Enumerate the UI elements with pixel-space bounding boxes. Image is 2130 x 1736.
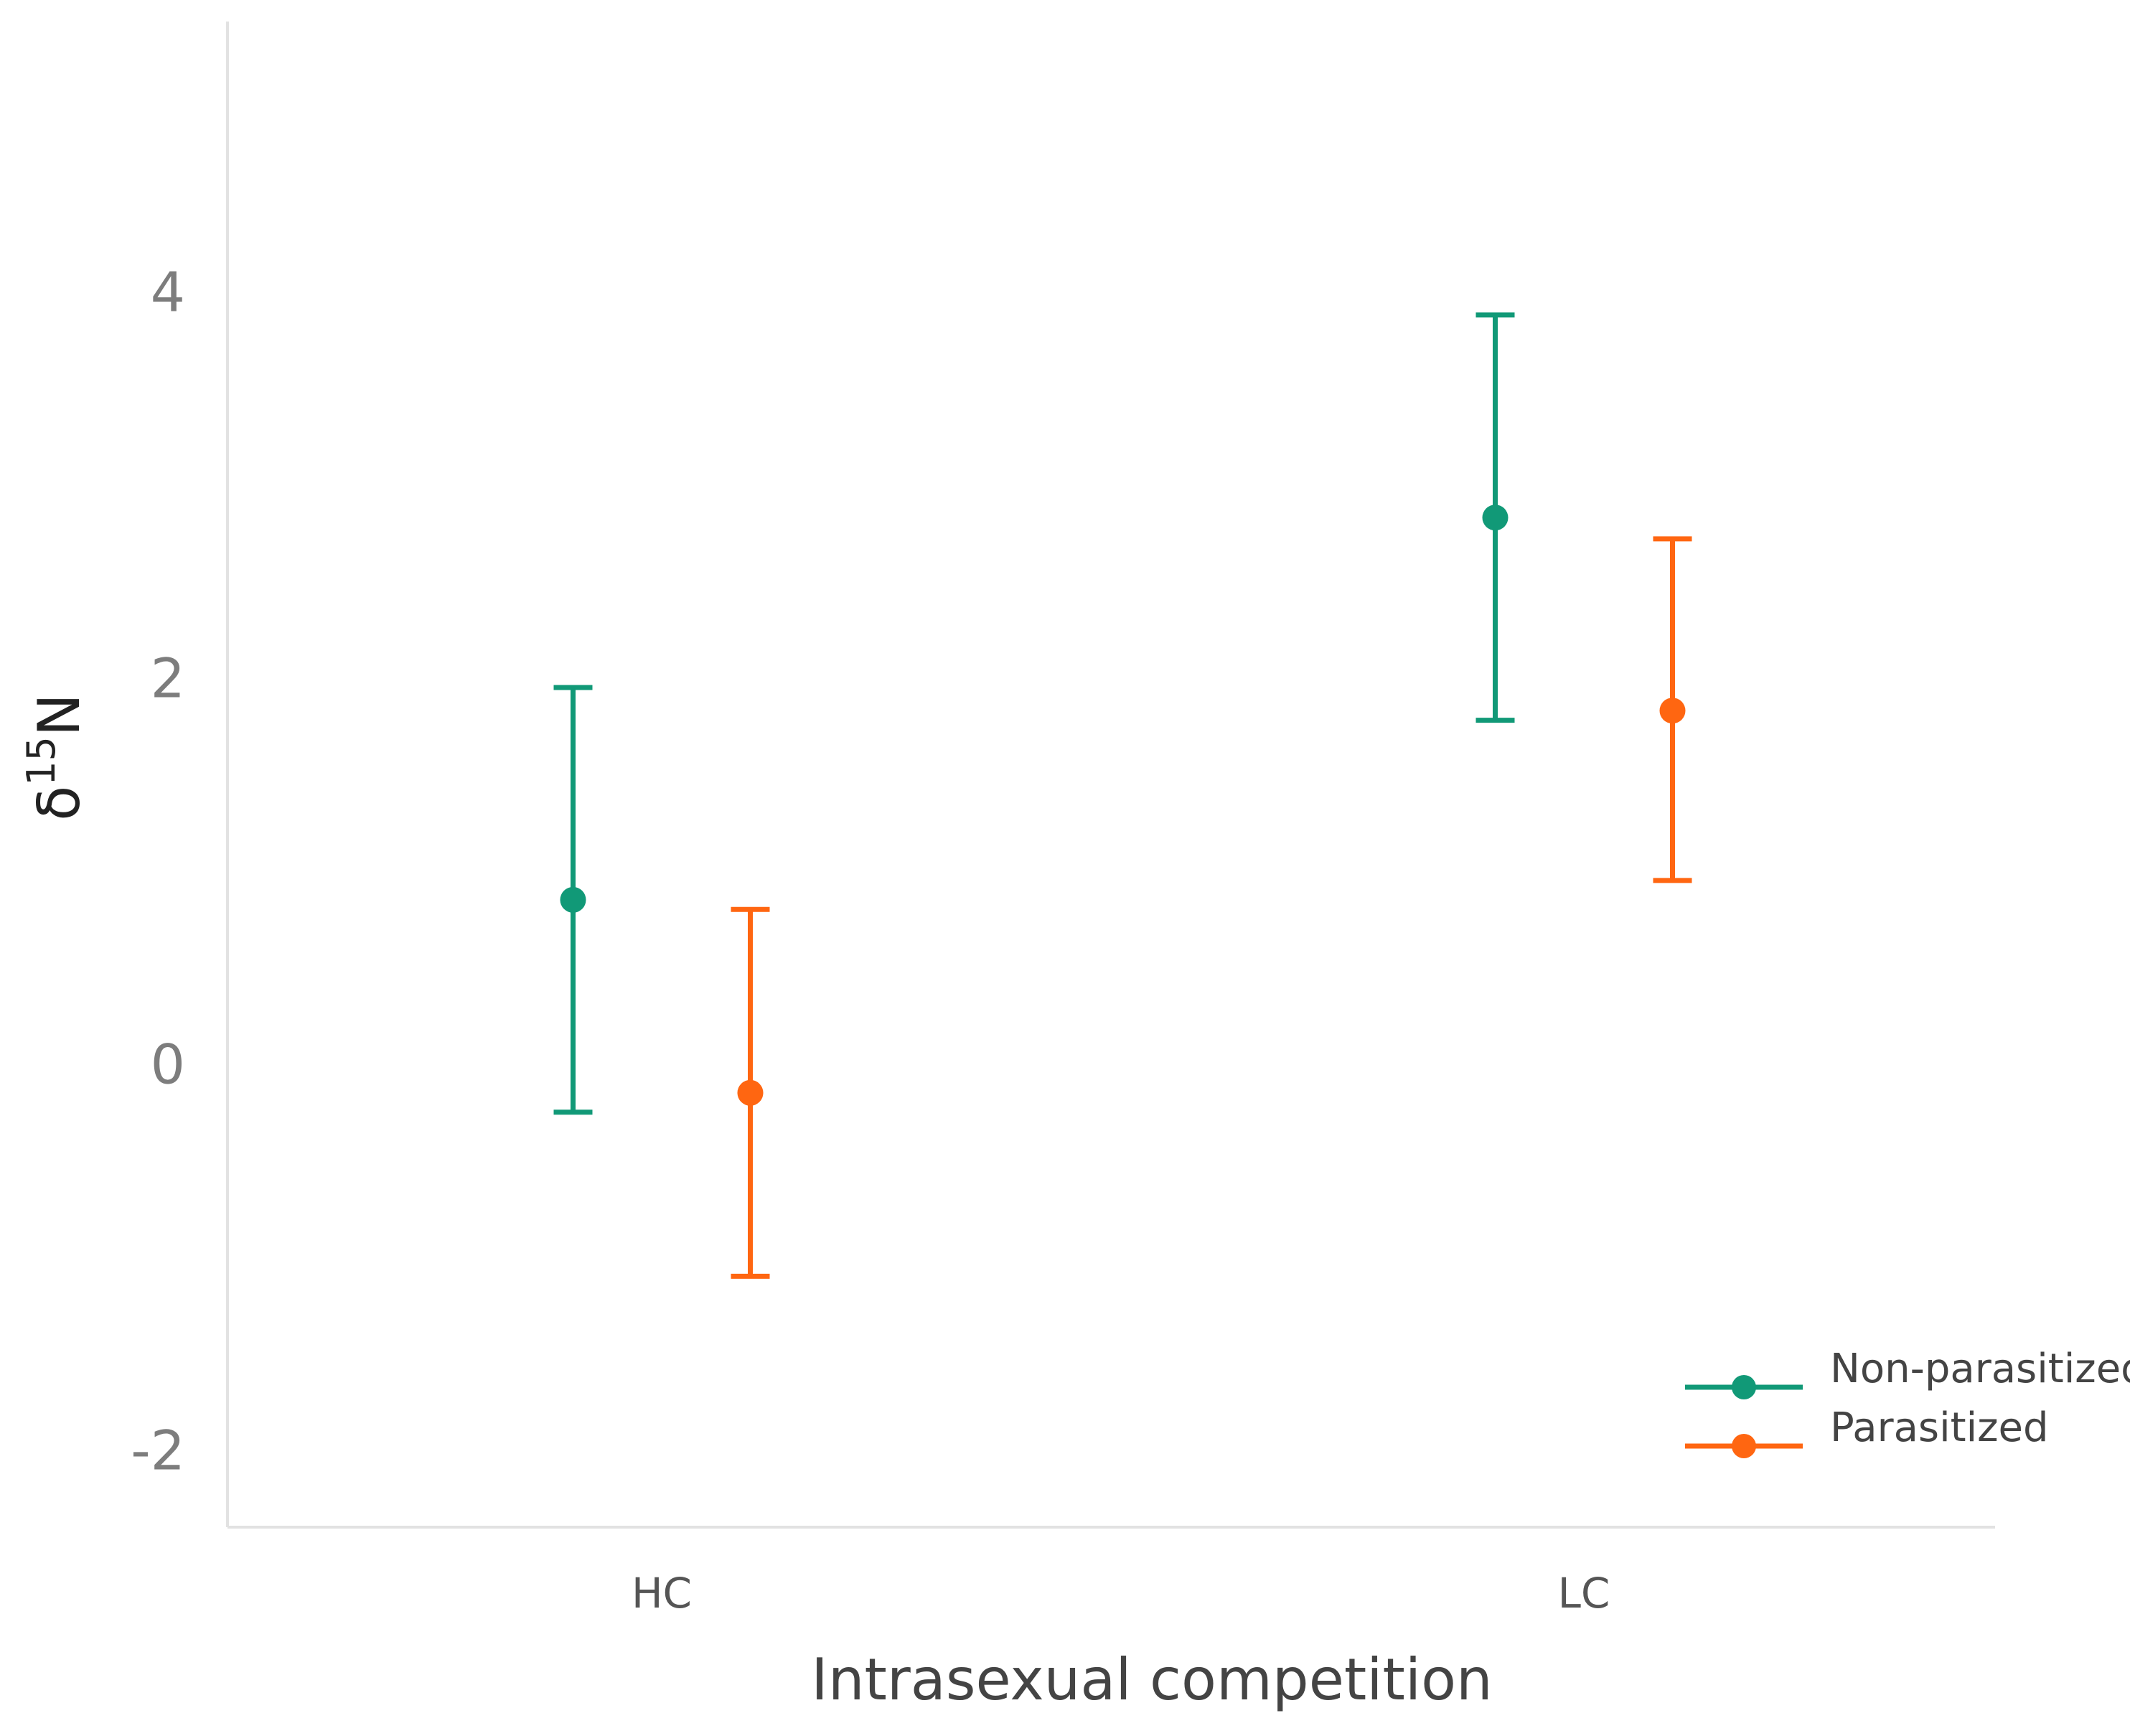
x-axis-title: Intrasexual competition [811,1646,1493,1713]
plot-area [553,312,1692,1279]
legend-swatch-point [1732,1375,1756,1399]
y-tick-label: 4 [151,261,185,324]
data-point [737,1079,764,1106]
legend-item: Parasitized [1685,1404,2049,1458]
axis-labels: Intrasexual competition δ15N [19,693,1493,1713]
data-point [560,886,586,913]
legend-label: Non-parasitized [1830,1346,2130,1392]
axes: -2 0 2 4 HC LC [131,22,1995,1618]
data-point [1659,698,1686,724]
legend-label: Parasitized [1830,1404,2049,1451]
y-axis-title-base: δ [26,786,93,821]
series-group [553,312,1515,1115]
legend: Non-parasitized Parasitized [1685,1346,2130,1458]
legend-swatch-point [1732,1434,1756,1458]
series-group [731,536,1692,1279]
legend-item: Non-parasitized [1685,1346,2130,1399]
y-tick-label: 0 [151,1032,185,1096]
y-axis-title: δ15N [19,693,93,821]
y-tick-label: 2 [151,647,185,710]
y-axis-title-tail: N [26,693,93,736]
x-category-label: LC [1558,1569,1610,1618]
y-tick-label: -2 [131,1418,185,1482]
data-point [1482,505,1509,531]
y-axis-title-superscript: 15 [19,736,64,786]
x-category-label: HC [632,1569,692,1618]
